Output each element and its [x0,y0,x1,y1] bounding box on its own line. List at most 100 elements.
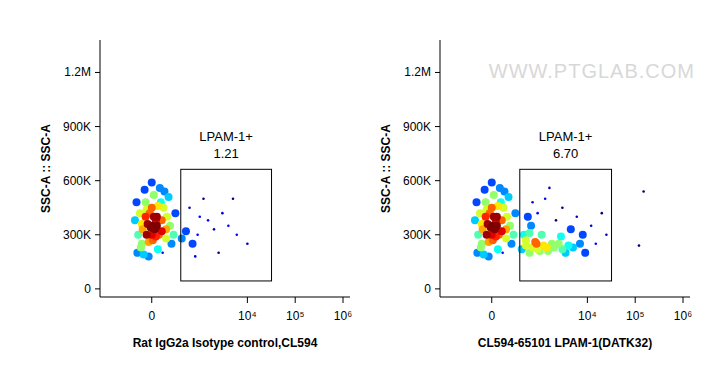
y-tick-label: 1.2M [404,65,431,79]
y-tick-label: 900K [403,120,431,134]
event-point [557,233,565,241]
event-point [150,191,158,199]
event-point [482,198,490,206]
event-point [483,231,491,239]
event-point [522,236,530,244]
event-point [526,229,534,237]
event-point [471,216,479,224]
event-point [147,224,155,232]
event-point [532,240,540,248]
event-point [178,234,186,242]
plot-area [471,169,645,281]
event-point [548,187,551,190]
event-point [642,190,645,193]
event-point [171,209,179,217]
x-tick [587,297,588,303]
event-point [579,231,587,239]
event-point [490,191,498,199]
event-point [189,240,197,248]
event-point [188,206,191,209]
event-point [544,197,547,200]
event-point [638,244,641,247]
event-point [576,240,584,248]
event-point [561,206,564,209]
event-point [575,215,578,218]
y-tick [435,288,440,289]
x-axis [440,297,690,298]
y-tick [95,126,100,127]
y-tick-label: 900K [63,120,91,134]
event-point [202,197,205,200]
event-point [595,242,598,245]
event-point [501,252,504,255]
event-point [524,213,532,221]
event-point [488,204,496,212]
event-point [143,231,151,239]
x-tick-label: 10⁵ [286,309,304,323]
event-point [196,233,199,236]
event-point [182,227,190,235]
event-point [538,231,546,239]
event-point [590,224,593,227]
event-point [480,251,488,259]
y-tick [435,126,440,127]
x-tick-label: 0 [488,309,495,323]
x-axis-title: CL594-65101 LPAM-1(DATK32) [478,336,652,350]
event-point [473,198,481,206]
event-point [161,252,164,255]
x-tick-label: 10⁴ [238,309,257,323]
x-tick-label: 10⁶ [674,309,692,323]
gate-label: LPAM-1+ [539,129,593,144]
y-tick-label: 600K [63,174,91,188]
x-axis [100,297,350,298]
event-point [567,225,575,233]
event-point [131,216,139,224]
y-tick-label: 600K [403,174,431,188]
event-point [165,193,173,201]
event-point [527,222,535,230]
x-tick [635,297,636,303]
x-tick [247,297,248,303]
event-point [154,245,162,253]
event-point [600,212,603,215]
x-tick-label: 10⁶ [334,309,352,323]
event-point [494,245,502,253]
event-point [511,209,519,217]
x-axis-title: Rat IgG2a Isotype control,CL594 [133,336,318,350]
y-tick [435,180,440,181]
event-point [150,213,158,221]
y-tick-label: 300K [403,228,431,242]
panel: 0300K600K900K1.2M010⁴10⁵10⁶Rat IgG2a Iso… [39,40,352,350]
y-axis-title: SSC-A :: SSC-A [39,124,53,213]
event-point [482,213,490,221]
event-point [170,231,178,239]
gate [181,169,272,281]
event-point [490,213,498,221]
panel: WWW.PTGLAB.COM 0 300K 600K 900K 1.2M 0 10⁴ 10⁵ 10… [379,40,695,350]
x-tick-label: 10⁵ [626,309,644,323]
x-tick-label: 10⁴ [578,309,597,323]
x-tick [683,297,684,303]
event-point [505,193,513,201]
event-point [502,234,510,242]
y-tick-label: 0 [424,282,431,296]
plot-area [131,169,272,281]
event-point [198,215,201,218]
y-axis [100,40,101,297]
event-point [555,219,558,222]
event-point [213,228,216,231]
event-point [531,201,534,204]
x-tick [295,297,296,303]
x-tick [343,297,344,303]
watermark: WWW.PTGLAB.COM [489,60,695,82]
event-point [536,212,539,215]
event-point [142,213,150,221]
y-axis-title: SSC-A :: SSC-A [379,124,393,213]
event-point [133,198,141,206]
event-point [581,249,589,257]
event-point [141,186,149,194]
y-tick [435,234,440,235]
x-tick-label: 0 [148,309,155,323]
x-tick [151,297,152,303]
event-point [162,234,170,242]
